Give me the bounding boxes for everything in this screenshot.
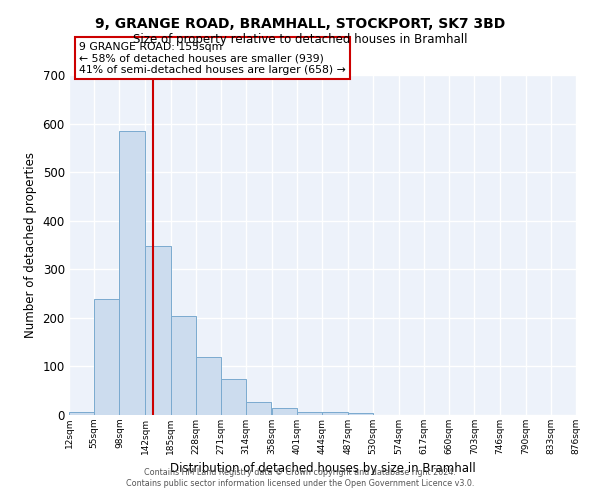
Text: Size of property relative to detached houses in Bramhall: Size of property relative to detached ho… bbox=[133, 32, 467, 46]
Bar bbox=[170, 316, 196, 415]
X-axis label: Distribution of detached houses by size in Bramhall: Distribution of detached houses by size … bbox=[170, 462, 475, 475]
Bar bbox=[119, 131, 145, 415]
Bar bbox=[145, 246, 170, 415]
Bar bbox=[69, 412, 94, 415]
Bar bbox=[221, 379, 246, 415]
Bar bbox=[246, 402, 271, 415]
Text: 9 GRANGE ROAD: 155sqm
← 58% of detached houses are smaller (939)
41% of semi-det: 9 GRANGE ROAD: 155sqm ← 58% of detached … bbox=[79, 42, 346, 75]
Bar bbox=[196, 357, 221, 415]
Bar bbox=[272, 408, 297, 415]
Text: 9, GRANGE ROAD, BRAMHALL, STOCKPORT, SK7 3BD: 9, GRANGE ROAD, BRAMHALL, STOCKPORT, SK7… bbox=[95, 18, 505, 32]
Bar bbox=[323, 412, 348, 415]
Text: Contains HM Land Registry data © Crown copyright and database right 2024.
Contai: Contains HM Land Registry data © Crown c… bbox=[126, 468, 474, 487]
Bar bbox=[348, 412, 373, 415]
Y-axis label: Number of detached properties: Number of detached properties bbox=[24, 152, 37, 338]
Bar bbox=[297, 412, 323, 415]
Bar bbox=[94, 300, 119, 415]
